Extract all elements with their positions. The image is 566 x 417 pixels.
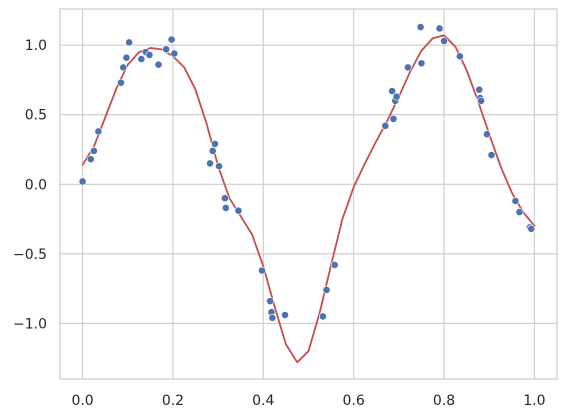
- grid: [60, 9, 557, 379]
- data-point-41: [475, 85, 484, 94]
- data-point-32: [389, 114, 398, 123]
- data-point-0: [78, 177, 87, 186]
- data-point-26: [281, 311, 289, 319]
- y-tick-label-3: −0.5: [13, 247, 47, 263]
- data-point-28: [322, 286, 331, 294]
- axes-border: [59, 8, 558, 380]
- data-point-37: [417, 59, 426, 68]
- data-point-15: [206, 159, 214, 168]
- data-point-14: [170, 49, 179, 58]
- data-point-19: [221, 194, 229, 203]
- data-point-29: [330, 261, 339, 269]
- data-point-47: [515, 208, 524, 216]
- data-point-8: [137, 55, 146, 63]
- data-point-18: [215, 162, 223, 171]
- data-point-1: [86, 155, 95, 164]
- x-tick-label-0: 0.0: [71, 393, 93, 409]
- y-tick-label-1: 0.5: [25, 108, 47, 124]
- data-point-21: [234, 206, 243, 215]
- data-point-44: [483, 130, 491, 139]
- data-point-40: [455, 52, 464, 61]
- x-tick-label-3: 0.6: [343, 393, 365, 409]
- x-tick-label-2: 0.4: [252, 393, 274, 409]
- x-tick-label-1: 0.2: [162, 393, 184, 409]
- y-tick-label-0: 1.0: [25, 38, 47, 54]
- data-point-12: [162, 45, 171, 54]
- data-point-17: [211, 140, 219, 148]
- y-tick-label-4: −1.0: [13, 316, 47, 332]
- data-point-2: [89, 146, 98, 155]
- data-point-35: [403, 63, 412, 72]
- data-point-10: [145, 51, 154, 59]
- y-tick-labels: 1.0 0.5 0.0 −0.5 −1.0: [13, 38, 47, 332]
- data-point-23: [266, 297, 274, 306]
- data-point-22: [258, 266, 266, 275]
- x-tick-labels: 0.0 0.2 0.4 0.6 0.8 1.0: [71, 393, 545, 409]
- data-point-34: [392, 92, 401, 101]
- data-point-6: [122, 53, 131, 62]
- plot-background: [60, 9, 557, 379]
- data-point-45: [487, 151, 496, 159]
- data-point-7: [125, 38, 134, 47]
- data-point-39: [440, 37, 448, 45]
- scatter-points-layer: [78, 23, 536, 322]
- data-point-20: [221, 204, 230, 212]
- axes-frame: [59, 8, 558, 380]
- data-point-11: [154, 60, 163, 69]
- data-point-5: [119, 63, 128, 72]
- data-point-30: [381, 121, 390, 130]
- data-point-38: [435, 24, 444, 33]
- x-tick-label-5: 1.0: [523, 393, 545, 409]
- data-point-13: [167, 35, 176, 44]
- data-point-16: [208, 146, 217, 155]
- data-point-25: [268, 313, 277, 322]
- data-point-27: [319, 312, 327, 321]
- data-point-36: [416, 23, 425, 31]
- data-point-31: [388, 87, 396, 95]
- data-point-46: [511, 197, 520, 205]
- data-point-3: [94, 127, 103, 136]
- data-point-43: [477, 96, 485, 105]
- x-tick-label-4: 0.8: [433, 393, 455, 409]
- data-point-4: [117, 78, 125, 87]
- y-tick-label-2: 0.0: [25, 177, 47, 193]
- data-point-49: [527, 224, 536, 233]
